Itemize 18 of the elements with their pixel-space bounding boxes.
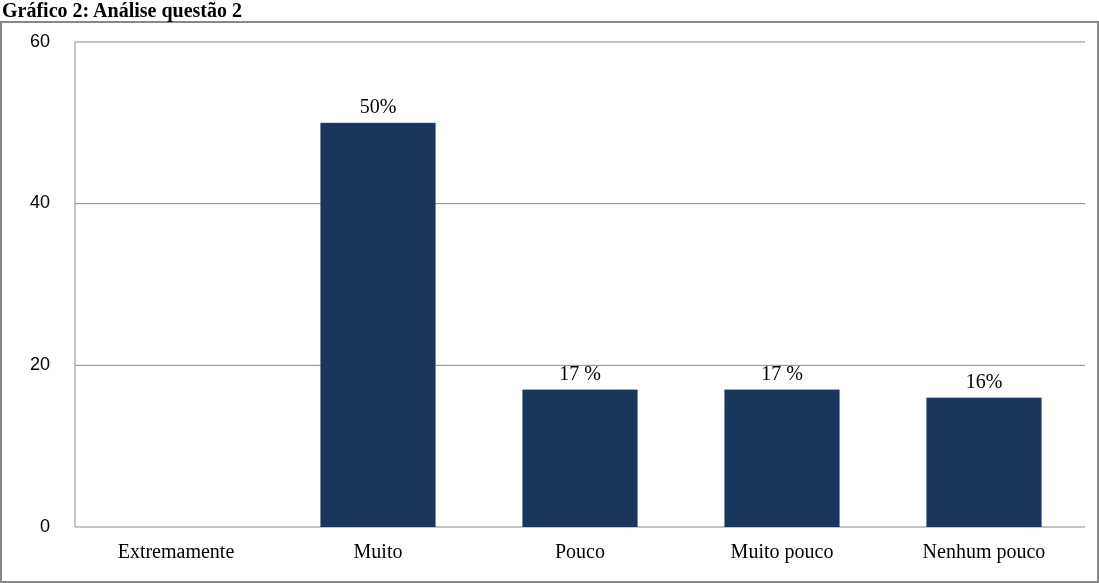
x-tick-label: Muito pouco — [730, 540, 834, 563]
chart-title: Gráfico 2: Análise questão 2 — [2, 0, 242, 22]
data-label: 17 % — [761, 361, 803, 384]
x-tick-label: Muito — [353, 540, 403, 562]
y-tick-label: 20 — [29, 354, 50, 375]
y-tick-label: 60 — [29, 30, 50, 51]
data-label: 16% — [965, 369, 1003, 392]
bar — [724, 389, 840, 527]
x-tick-label: Nenhum pouco — [922, 540, 1046, 563]
x-tick-label: Pouco — [555, 540, 605, 562]
bar — [320, 122, 436, 527]
data-label: 50% — [359, 94, 397, 117]
y-tick-label: 40 — [29, 192, 50, 213]
data-label: 17 % — [559, 361, 601, 384]
y-tick-label: 0 — [39, 515, 50, 536]
bar — [522, 389, 638, 527]
x-tick-label: Extremamente — [117, 540, 235, 562]
bar — [926, 397, 1042, 527]
